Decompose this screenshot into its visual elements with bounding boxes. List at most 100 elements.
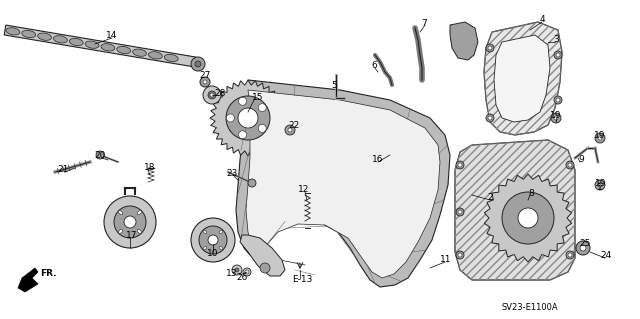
Text: 23: 23	[227, 168, 237, 177]
Text: 26: 26	[236, 272, 248, 281]
Circle shape	[456, 161, 464, 169]
Text: 7: 7	[421, 19, 427, 27]
Ellipse shape	[101, 44, 115, 51]
Circle shape	[227, 114, 234, 122]
Text: 2: 2	[487, 194, 493, 203]
Polygon shape	[494, 35, 550, 122]
Text: FR.: FR.	[40, 269, 56, 278]
Circle shape	[239, 97, 246, 105]
Text: 3: 3	[553, 35, 559, 44]
Ellipse shape	[220, 246, 223, 250]
Circle shape	[232, 265, 242, 275]
Circle shape	[260, 263, 270, 273]
Ellipse shape	[22, 30, 36, 38]
Ellipse shape	[118, 211, 123, 215]
Text: 28: 28	[214, 88, 226, 98]
Circle shape	[208, 235, 218, 245]
Circle shape	[199, 226, 227, 254]
Circle shape	[248, 179, 256, 187]
Circle shape	[458, 163, 462, 167]
Text: 12: 12	[298, 186, 310, 195]
Circle shape	[124, 216, 136, 228]
Circle shape	[486, 114, 494, 122]
Text: 27: 27	[199, 71, 211, 80]
Polygon shape	[455, 140, 575, 280]
Polygon shape	[484, 22, 562, 135]
Circle shape	[458, 253, 462, 257]
Ellipse shape	[118, 229, 123, 234]
Circle shape	[226, 96, 270, 140]
Circle shape	[203, 80, 207, 84]
Text: 16: 16	[372, 155, 384, 165]
Circle shape	[195, 61, 201, 67]
Text: 14: 14	[106, 32, 118, 41]
Text: 5: 5	[331, 81, 337, 91]
Circle shape	[566, 161, 574, 169]
Circle shape	[595, 180, 605, 190]
Circle shape	[208, 91, 216, 99]
Ellipse shape	[85, 41, 99, 48]
Circle shape	[556, 98, 560, 102]
Circle shape	[556, 53, 560, 57]
Circle shape	[595, 133, 605, 143]
Text: 19: 19	[595, 131, 605, 140]
Polygon shape	[210, 80, 286, 156]
Text: 17: 17	[126, 232, 138, 241]
Ellipse shape	[137, 229, 141, 234]
Polygon shape	[484, 174, 572, 262]
Circle shape	[210, 93, 214, 97]
Circle shape	[114, 206, 146, 238]
Text: 15: 15	[252, 93, 264, 101]
Text: 8: 8	[528, 189, 534, 197]
Text: 6: 6	[371, 62, 377, 70]
Text: 24: 24	[600, 251, 612, 261]
Circle shape	[203, 86, 221, 104]
Circle shape	[238, 108, 258, 128]
Polygon shape	[246, 90, 440, 278]
Text: 10: 10	[207, 249, 219, 257]
Text: 11: 11	[440, 256, 452, 264]
Circle shape	[488, 46, 492, 50]
Circle shape	[235, 268, 239, 272]
Circle shape	[554, 51, 562, 59]
Ellipse shape	[164, 54, 178, 62]
Circle shape	[285, 125, 295, 135]
Text: 9: 9	[578, 155, 584, 165]
Circle shape	[258, 104, 266, 112]
Circle shape	[568, 253, 572, 257]
Text: 1: 1	[597, 183, 603, 192]
Ellipse shape	[54, 36, 67, 43]
Polygon shape	[240, 235, 285, 276]
Text: 19: 19	[550, 112, 562, 121]
Ellipse shape	[6, 28, 20, 35]
Circle shape	[200, 77, 210, 87]
Text: E-13: E-13	[292, 276, 312, 285]
Circle shape	[518, 208, 538, 228]
Circle shape	[239, 131, 246, 139]
Ellipse shape	[69, 38, 83, 46]
Circle shape	[598, 183, 602, 187]
Circle shape	[502, 192, 554, 244]
Circle shape	[576, 241, 590, 255]
Text: 25: 25	[579, 239, 591, 248]
Ellipse shape	[132, 49, 147, 56]
Circle shape	[104, 196, 156, 248]
Text: 18: 18	[144, 164, 156, 173]
Circle shape	[486, 44, 494, 52]
Text: 22: 22	[289, 122, 300, 130]
Circle shape	[245, 270, 249, 274]
Ellipse shape	[117, 46, 131, 54]
Circle shape	[566, 251, 574, 259]
Circle shape	[458, 210, 462, 214]
Circle shape	[456, 208, 464, 216]
Polygon shape	[18, 268, 38, 292]
Circle shape	[288, 128, 292, 132]
Circle shape	[551, 113, 561, 123]
Polygon shape	[236, 80, 450, 287]
Polygon shape	[4, 25, 196, 67]
Circle shape	[191, 57, 205, 71]
Text: 20: 20	[94, 152, 106, 160]
Text: 21: 21	[58, 166, 68, 174]
Circle shape	[554, 96, 562, 104]
Ellipse shape	[38, 33, 51, 40]
